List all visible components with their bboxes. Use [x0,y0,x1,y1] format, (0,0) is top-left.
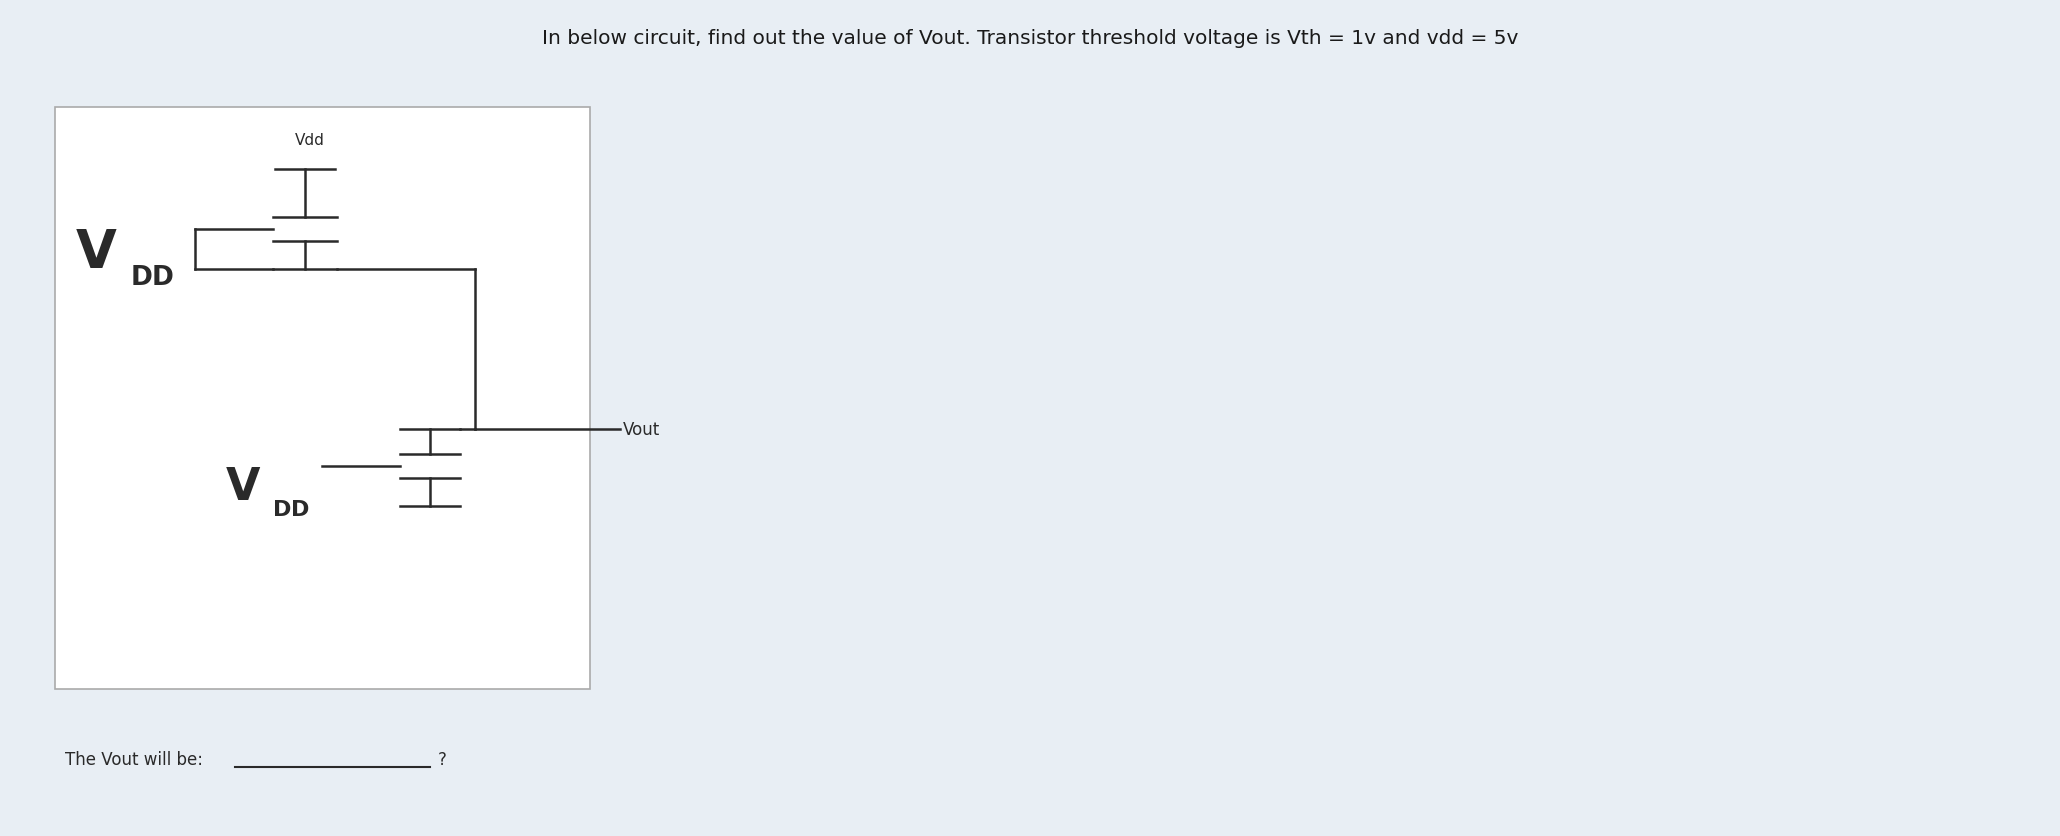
Text: Vdd: Vdd [295,132,325,147]
FancyBboxPatch shape [56,108,589,689]
Text: $\mathbf{V}$: $\mathbf{V}$ [74,227,117,278]
Text: The Vout will be:: The Vout will be: [66,750,204,768]
Text: $\mathbf{DD}$: $\mathbf{DD}$ [130,265,175,291]
Text: $\mathbf{DD}$: $\mathbf{DD}$ [272,499,309,519]
Text: $\mathbf{V}$: $\mathbf{V}$ [225,465,262,508]
Text: ?: ? [439,750,447,768]
Text: In below circuit, find out the value of Vout. Transistor threshold voltage is Vt: In below circuit, find out the value of … [542,28,1518,48]
Text: Vout: Vout [622,421,661,438]
